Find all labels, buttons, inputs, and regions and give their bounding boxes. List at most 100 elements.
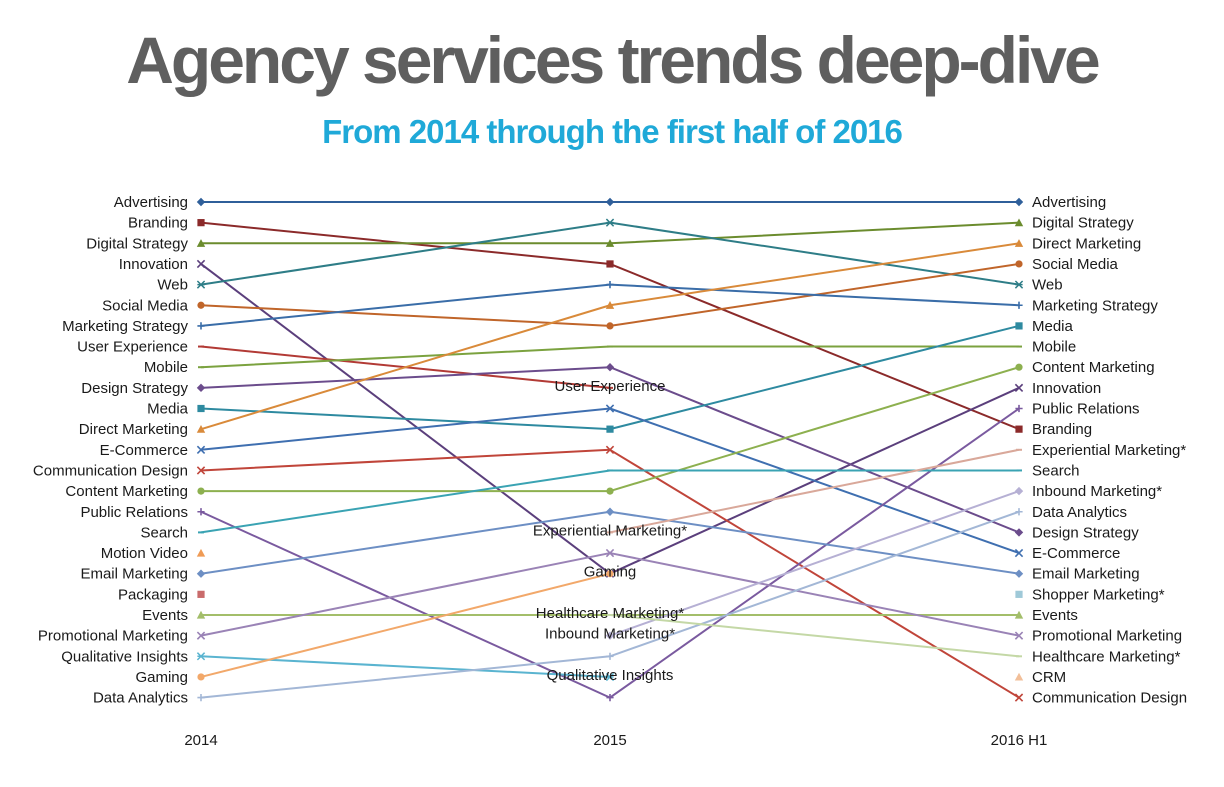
- right-rank-label: Direct Marketing: [1032, 235, 1141, 252]
- point-communication-design-2015: [605, 445, 615, 454]
- point-digital-strategy-2015: [605, 239, 615, 247]
- series-line-experiential-marketing: [609, 448, 1020, 534]
- point-web-2014: [196, 280, 206, 289]
- left-rank-label: Search: [140, 524, 188, 541]
- point-promotional-marketing-2016-h1: [1014, 631, 1024, 640]
- point-advertising-2015: [605, 197, 615, 207]
- point-design-strategy-2016-h1: [1014, 528, 1024, 537]
- left-rank-label: Marketing Strategy: [62, 318, 188, 335]
- left-rank-label: User Experience: [77, 339, 188, 356]
- point-events-2016-h1: [1014, 610, 1024, 619]
- x-axis: 2014 2015 2016 H1: [184, 732, 1047, 749]
- left-rank-label: Gaming: [135, 669, 188, 686]
- point-media-2016-h1: [1015, 322, 1023, 330]
- chart-subtitle: From 2014 through the first half of 2016: [322, 113, 903, 150]
- point-design-strategy-2014: [196, 383, 206, 393]
- right-rank-label: Innovation: [1032, 380, 1101, 397]
- right-rank-label: Data Analytics: [1032, 504, 1127, 521]
- right-rank-label: Promotional Marketing: [1032, 628, 1182, 645]
- point-innovation-2014: [196, 259, 206, 269]
- series-line-inbound-marketing: [609, 490, 1020, 637]
- point-advertising-2014: [196, 197, 206, 207]
- right-rank-label: Public Relations: [1032, 401, 1140, 418]
- left-rank-label: E-Commerce: [100, 442, 188, 459]
- point-gaming-2015: [606, 570, 614, 578]
- right-rank-label: Experiential Marketing*: [1032, 442, 1186, 459]
- left-rank-label: Promotional Marketing: [38, 628, 188, 645]
- point-direct-marketing-2014: [196, 424, 206, 433]
- point-public-relations-2016-h1: [1015, 404, 1023, 413]
- left-rank-label: Direct Marketing: [79, 421, 188, 438]
- point-inbound-marketing-2016-h1: [1014, 486, 1024, 496]
- right-rank-label: Web: [1032, 277, 1063, 294]
- series-line-healthcare-marketing: [609, 614, 1020, 658]
- x-tick-label: 2016 H1: [991, 732, 1048, 749]
- point-public-relations-2015: [606, 694, 614, 702]
- right-rank-label: Marketing Strategy: [1032, 297, 1158, 314]
- right-rank-label: Social Media: [1032, 256, 1119, 273]
- left-rank-label: Branding: [128, 215, 188, 232]
- point-design-strategy-2015: [605, 363, 615, 372]
- left-rank-label: Advertising: [114, 194, 188, 211]
- point-e-commerce-2015: [605, 404, 615, 413]
- point-content-marketing-2016-h1: [1015, 363, 1023, 371]
- left-rank-label: Web: [157, 277, 188, 294]
- point-social-media-2016-h1: [1015, 260, 1023, 268]
- point-crm-2016-h1: [1014, 672, 1024, 681]
- point-shopper-marketing-2016-h1: [1015, 590, 1023, 598]
- point-media-2015: [606, 425, 614, 433]
- right-rank-label: Design Strategy: [1032, 524, 1139, 541]
- point-events-2014: [196, 610, 206, 619]
- left-rank-label: Communication Design: [33, 462, 188, 479]
- series-line-web: [200, 221, 1020, 286]
- series-line-social-media: [200, 262, 1020, 327]
- left-rank-label: Social Media: [102, 297, 189, 314]
- point-social-media-2015: [606, 322, 614, 330]
- point-advertising-2016-h1: [1014, 197, 1024, 207]
- left-rank-label: Digital Strategy: [86, 235, 188, 252]
- right-rank-label: Events: [1032, 607, 1078, 624]
- point-packaging-2014: [197, 590, 205, 598]
- chart-title: Agency services trends deep-dive: [126, 23, 1100, 97]
- right-rank-label: Communication Design: [1032, 690, 1187, 707]
- point-communication-design-2016-h1: [1014, 693, 1024, 702]
- point-promotional-marketing-2014: [196, 631, 206, 640]
- left-rank-label: Data Analytics: [93, 690, 188, 707]
- right-rank-label: Branding: [1032, 421, 1092, 438]
- point-marketing-strategy-2015: [606, 281, 614, 289]
- right-rank-label: Email Marketing: [1032, 566, 1140, 583]
- point-web-2015: [605, 218, 615, 227]
- point-direct-marketing-2016-h1: [1014, 239, 1024, 247]
- mid-rank-label-healthcare-marketing: Healthcare Marketing*: [536, 605, 685, 622]
- point-branding-2015: [606, 260, 614, 268]
- point-content-marketing-2014: [197, 487, 205, 495]
- right-rank-label: Shopper Marketing*: [1032, 586, 1165, 603]
- point-e-commerce-2014: [196, 445, 206, 454]
- left-rank-label: Email Marketing: [80, 566, 188, 583]
- mid-rank-label-qualitative-insights: Qualitative Insights: [547, 667, 674, 684]
- x-tick-label: 2014: [184, 732, 217, 749]
- x-tick-label: 2015: [593, 732, 626, 749]
- point-e-commerce-2016-h1: [1014, 548, 1024, 558]
- right-rank-label: Media: [1032, 318, 1074, 335]
- right-rank-label: Healthcare Marketing*: [1032, 648, 1181, 665]
- left-rank-label: Events: [142, 607, 188, 624]
- right-rank-label: Digital Strategy: [1032, 215, 1134, 232]
- right-rank-label: Inbound Marketing*: [1032, 483, 1162, 500]
- left-rank-label: Innovation: [119, 256, 188, 273]
- point-public-relations-2014: [197, 508, 205, 516]
- series-line-direct-marketing: [200, 242, 1020, 431]
- point-innovation-2016-h1: [1014, 383, 1024, 393]
- point-data-analytics-2016-h1: [1015, 508, 1023, 516]
- point-web-2016-h1: [1014, 280, 1024, 289]
- point-motion-video-2014: [196, 548, 206, 557]
- right-rank-label: E-Commerce: [1032, 545, 1120, 562]
- right-rank-label: Search: [1032, 462, 1080, 479]
- left-rank-label: Mobile: [144, 359, 188, 376]
- mid-rank-label-inbound-marketing: Inbound Marketing*: [545, 626, 675, 643]
- right-rank-label: Content Marketing: [1032, 359, 1155, 376]
- point-email-marketing-2014: [196, 569, 206, 578]
- point-direct-marketing-2015: [605, 301, 615, 309]
- series-markers: [196, 197, 1024, 702]
